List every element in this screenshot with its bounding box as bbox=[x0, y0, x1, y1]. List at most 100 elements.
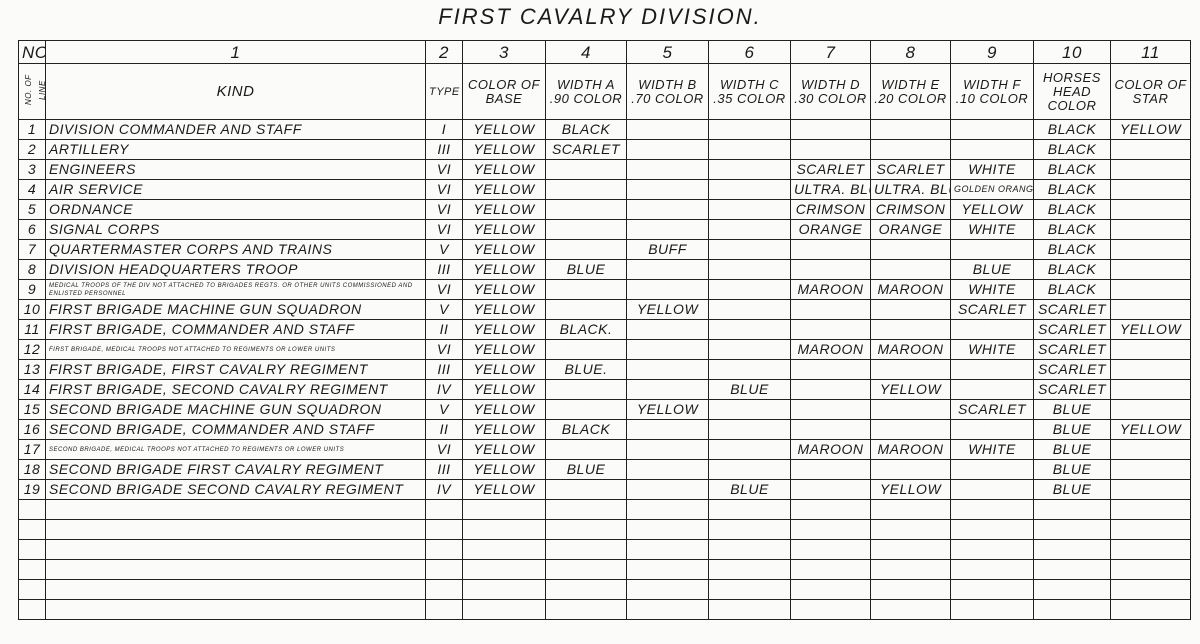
cell-col-10: SCARLET bbox=[1033, 379, 1111, 400]
cell-col-3: YELLOW bbox=[462, 419, 546, 440]
cell-col-5 bbox=[626, 339, 709, 360]
cell-col-4 bbox=[545, 399, 627, 420]
cell-col-7 bbox=[790, 399, 871, 420]
cell-col-7 bbox=[790, 379, 871, 400]
cell-col-6: BLUE bbox=[708, 379, 791, 400]
cell-col-7 bbox=[790, 139, 871, 160]
blank-cell bbox=[708, 559, 791, 580]
cell-col-7 bbox=[790, 259, 871, 280]
line-number: 13 bbox=[18, 359, 46, 380]
cell-col-11 bbox=[1110, 459, 1191, 480]
table-row: 3 ENGINEERS VI YELLOW SCARLET SCARLET WHITE BLA… bbox=[18, 159, 1191, 180]
line-number: 16 bbox=[18, 419, 46, 440]
table-row: 19 SECOND BRIGADE SECOND CAVALRY REGIMENT… bbox=[18, 479, 1191, 500]
blank-cell bbox=[462, 539, 546, 560]
cell-col-8: YELLOW bbox=[870, 379, 951, 400]
kind-cell: SECOND BRIGADE MACHINE GUN SQUADRON bbox=[45, 399, 426, 420]
cell-col-2: VI bbox=[425, 339, 463, 360]
table-row: 2 ARTILLERY III YELLOW SCARLET BLACK bbox=[18, 139, 1191, 160]
cell-col-8: MAROON bbox=[870, 339, 951, 360]
cell-col-2: I bbox=[425, 119, 463, 140]
cell-col-3: YELLOW bbox=[462, 439, 546, 460]
cell-col-10: BLUE bbox=[1033, 479, 1111, 500]
cell-col-10: BLACK bbox=[1033, 139, 1111, 160]
blank-cell bbox=[950, 519, 1034, 540]
cell-col-6 bbox=[708, 279, 791, 300]
column-number: 7 bbox=[790, 40, 871, 64]
cell-col-6 bbox=[708, 319, 791, 340]
cell-col-4 bbox=[545, 219, 627, 240]
cell-col-5: YELLOW bbox=[626, 399, 709, 420]
blank-cell bbox=[790, 499, 871, 520]
cell-col-6 bbox=[708, 459, 791, 480]
cell-col-7 bbox=[790, 319, 871, 340]
line-number: 5 bbox=[18, 199, 46, 220]
cell-col-9 bbox=[950, 479, 1034, 500]
cell-col-2: VI bbox=[425, 179, 463, 200]
column-number: 4 bbox=[545, 40, 627, 64]
blank-cell bbox=[870, 599, 951, 620]
blank-cell bbox=[1110, 599, 1191, 620]
blank-cell bbox=[950, 499, 1034, 520]
cell-col-7: ULTRA. BLUE bbox=[790, 179, 871, 200]
cell-col-3: YELLOW bbox=[462, 299, 546, 320]
cell-col-2: V bbox=[425, 399, 463, 420]
table-row: 13 FIRST BRIGADE, FIRST CAVALRY REGIMENT I… bbox=[18, 359, 1191, 380]
cell-col-9: BLUE bbox=[950, 259, 1034, 280]
cell-col-10: BLACK bbox=[1033, 259, 1111, 280]
table-row: 8 DIVISION HEADQUARTERS TROOP III YELLOW BLU… bbox=[18, 259, 1191, 280]
blank-cell bbox=[45, 539, 426, 560]
table-row: 12 FIRST BRIGADE, MEDICAL TROOPS NOT ATTA… bbox=[18, 339, 1191, 360]
table-row: 6 SIGNAL CORPS VI YELLOW ORANGE ORANGE WHITE BL… bbox=[18, 219, 1191, 240]
cell-col-11 bbox=[1110, 299, 1191, 320]
cell-col-2: VI bbox=[425, 439, 463, 460]
cell-col-4: BLACK bbox=[545, 119, 627, 140]
cell-col-4 bbox=[545, 339, 627, 360]
cell-col-8 bbox=[870, 239, 951, 260]
cell-col-3: YELLOW bbox=[462, 219, 546, 240]
table-row: 15 SECOND BRIGADE MACHINE GUN SQUADRON V YE… bbox=[18, 399, 1191, 420]
cell-col-6 bbox=[708, 199, 791, 220]
cell-col-8 bbox=[870, 399, 951, 420]
cell-col-5: BUFF bbox=[626, 239, 709, 260]
kind-cell: AIR SERVICE bbox=[45, 179, 426, 200]
cell-col-2: II bbox=[425, 419, 463, 440]
cell-col-4 bbox=[545, 379, 627, 400]
cell-col-4 bbox=[545, 279, 627, 300]
kind-cell: ORDNANCE bbox=[45, 199, 426, 220]
line-number: 7 bbox=[18, 239, 46, 260]
blank-cell bbox=[870, 559, 951, 580]
blank-cell bbox=[18, 599, 46, 620]
blank-cell bbox=[1110, 559, 1191, 580]
cell-col-9 bbox=[950, 139, 1034, 160]
blank-cell bbox=[18, 559, 46, 580]
kind-cell: FIRST BRIGADE MACHINE GUN SQUADRON bbox=[45, 299, 426, 320]
table-row: 9 MEDICAL TROOPS OF THE DIV NOT ATTACHED … bbox=[18, 279, 1191, 300]
cell-col-10: BLUE bbox=[1033, 419, 1111, 440]
cell-col-11 bbox=[1110, 439, 1191, 460]
cell-col-2: II bbox=[425, 319, 463, 340]
cell-col-7 bbox=[790, 299, 871, 320]
cell-col-8 bbox=[870, 459, 951, 480]
blank-cell bbox=[870, 539, 951, 560]
cell-col-7 bbox=[790, 419, 871, 440]
cell-col-7 bbox=[790, 459, 871, 480]
blank-cell bbox=[790, 579, 871, 600]
column-number: 8 bbox=[870, 40, 951, 64]
column-number: 11 bbox=[1110, 40, 1191, 64]
blank-cell bbox=[626, 499, 709, 520]
cell-col-10: BLUE bbox=[1033, 439, 1111, 460]
cell-col-11 bbox=[1110, 219, 1191, 240]
blank-cell bbox=[626, 599, 709, 620]
cell-col-6 bbox=[708, 339, 791, 360]
table-row: 18 SECOND BRIGADE FIRST CAVALRY REGIMENT I… bbox=[18, 459, 1191, 480]
cell-col-10: BLUE bbox=[1033, 399, 1111, 420]
cell-col-9: YELLOW bbox=[950, 199, 1034, 220]
kind-cell: QUARTERMASTER CORPS AND TRAINS bbox=[45, 239, 426, 260]
cell-col-5 bbox=[626, 419, 709, 440]
cell-col-2: V bbox=[425, 299, 463, 320]
cell-col-5 bbox=[626, 459, 709, 480]
cell-col-10: BLACK bbox=[1033, 159, 1111, 180]
cell-col-5: YELLOW bbox=[626, 299, 709, 320]
blank-cell bbox=[790, 539, 871, 560]
